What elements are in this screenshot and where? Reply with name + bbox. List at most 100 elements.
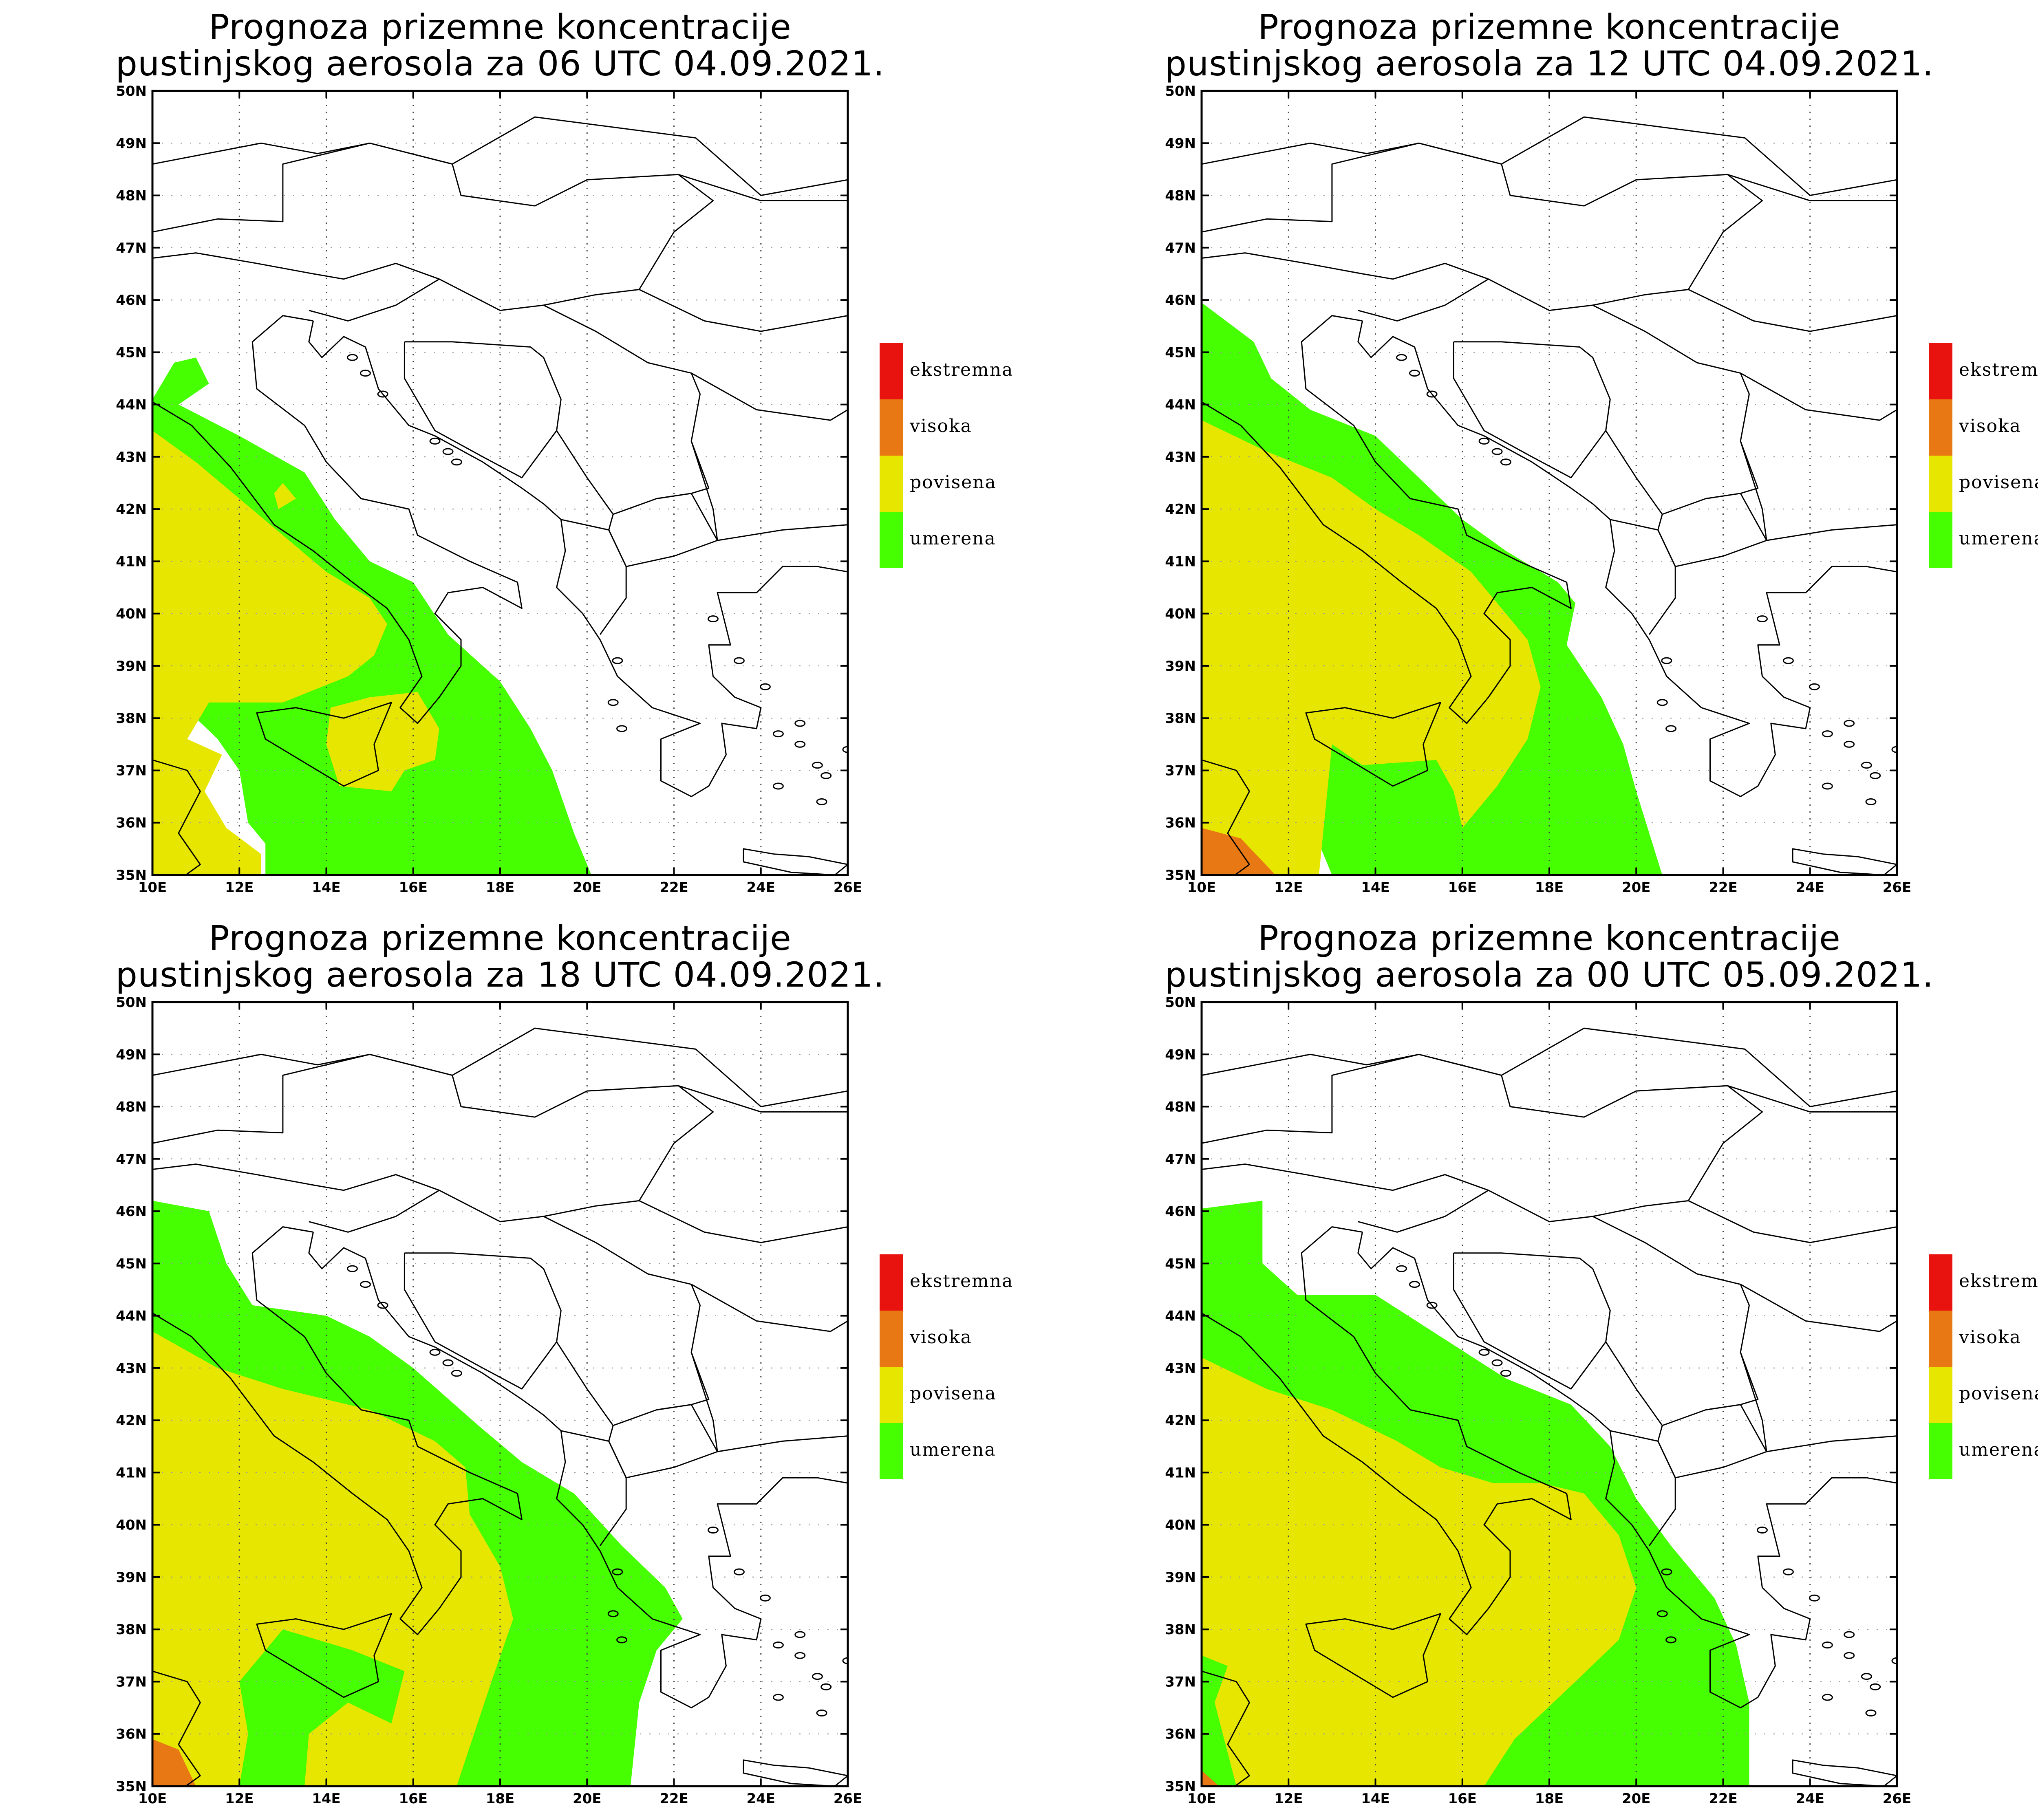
legend-swatch-visoka [1929,399,1952,456]
lat-tick-label: 49N [1165,1047,1196,1063]
coastline-sicily [256,702,392,787]
island-outline [377,1302,388,1309]
lat-tick-label: 38N [1165,1622,1196,1638]
forecast-panel: Prognoza prizemne koncentracije pustinjsk… [1049,911,2038,1820]
lat-tick-label: 44N [116,397,147,413]
lat-tick-label: 42N [1165,501,1196,518]
island-outline [1870,772,1881,779]
island-outline [360,370,371,377]
island-outline [377,390,388,398]
lon-tick-label: 24E [746,879,775,896]
island-outline [820,772,832,779]
island-outline [1478,437,1490,445]
coastline-italy [1202,315,1572,724]
island-outline [842,746,848,753]
lat-tick-label: 43N [1165,449,1196,465]
island-outline [429,437,441,445]
lat-tick-label: 47N [116,240,147,256]
country-border [639,1200,848,1243]
legend-swatch-ekstremna [1929,1254,1952,1311]
country-border [560,1430,627,1546]
legend-label-visoka: visoka [909,1327,972,1348]
lat-tick-label: 39N [116,658,147,674]
coastline-balkans [1357,1232,1897,1709]
island-outline [1491,1359,1503,1366]
island-outline [1500,1370,1511,1377]
panel-title-line2: pustinjskog aerosola za 06 UTC 04.09.202… [116,44,885,84]
island-outline [1809,1594,1820,1602]
lat-tick-label: 44N [1165,397,1196,413]
lat-tick-label: 40N [116,1517,147,1534]
island-outline [1822,782,1833,790]
country-border [309,1190,440,1233]
island-outline [442,448,454,455]
country-border [543,304,710,515]
lon-tick-label: 22E [1709,879,1738,896]
lat-tick-label: 37N [1165,762,1196,779]
country-border [678,1085,848,1113]
panel-title-line1: Prognoza prizemne koncentracije [209,918,792,958]
island-outline [1426,1302,1438,1309]
coastline-africa [1202,759,1250,875]
island-outline [733,657,745,664]
legend-swatch-visoka [880,1311,903,1367]
country-border [639,289,848,332]
island-outline [1409,1281,1420,1288]
lon-tick-label: 26E [1883,1791,1912,1807]
panel-title-line1: Prognoza prizemne koncentracije [1258,7,1841,47]
lat-tick-label: 49N [116,1047,147,1063]
coastline-balkans [1357,321,1897,798]
lat-tick-label: 41N [1165,553,1196,570]
island-outline [1822,1642,1833,1649]
lat-tick-label: 42N [116,1412,147,1429]
island-outline [759,683,771,690]
lat-tick-label: 45N [116,1256,147,1272]
lon-tick-label: 26E [834,879,862,896]
country-border [1740,372,1897,421]
lon-tick-label: 18E [1535,879,1564,896]
legend-label-ekstremna: ekstremna [910,359,1013,380]
legend-swatch-povisena [1929,1367,1952,1423]
lat-tick-label: 35N [1165,1778,1196,1795]
country-border [404,1252,562,1390]
lat-tick-label: 37N [116,1674,147,1690]
legend-swatch-povisena [880,456,903,512]
lat-tick-label: 45N [116,344,147,361]
legend-swatch-visoka [1929,1311,1952,1367]
island-outline [360,1281,371,1288]
lat-tick-label: 43N [116,449,147,465]
country-border [560,519,627,635]
lon-tick-label: 26E [1883,879,1912,896]
island-outline [1656,1610,1668,1617]
country-border [543,1216,710,1426]
map-area [1202,91,1897,875]
lon-tick-label: 10E [1187,1791,1216,1807]
lon-tick-label: 16E [399,1791,428,1807]
island-outline [442,1359,454,1366]
country-border [1727,174,1897,201]
country-border [1202,1053,1763,1223]
country-border [152,116,848,196]
coastline-corsica [92,1368,135,1452]
lat-tick-label: 48N [1165,1099,1196,1115]
lat-tick-label: 36N [116,815,147,831]
lon-tick-label: 20E [1622,1791,1651,1807]
legend-swatch-umerena [880,1423,903,1479]
lat-tick-label: 36N [1165,1726,1196,1743]
legend-swatch-povisena [880,1367,903,1423]
lat-tick-label: 43N [116,1360,147,1377]
lat-tick-label: 37N [116,762,147,779]
island-outline [451,1370,462,1377]
island-outline [1756,615,1768,622]
legend-label-povisena: povisena [910,472,997,493]
legend-label-umerena: umerena [910,1439,996,1460]
coastline-crete [1792,1759,1897,1786]
coastline-crete [743,1759,848,1786]
lat-tick-label: 43N [1165,1360,1196,1377]
lat-tick-label: 48N [116,188,147,204]
lon-tick-label: 18E [486,879,515,896]
lat-tick-label: 48N [116,1099,147,1115]
island-outline [772,1694,784,1701]
lat-tick-label: 38N [116,1622,147,1638]
coastline-crete [743,848,848,875]
